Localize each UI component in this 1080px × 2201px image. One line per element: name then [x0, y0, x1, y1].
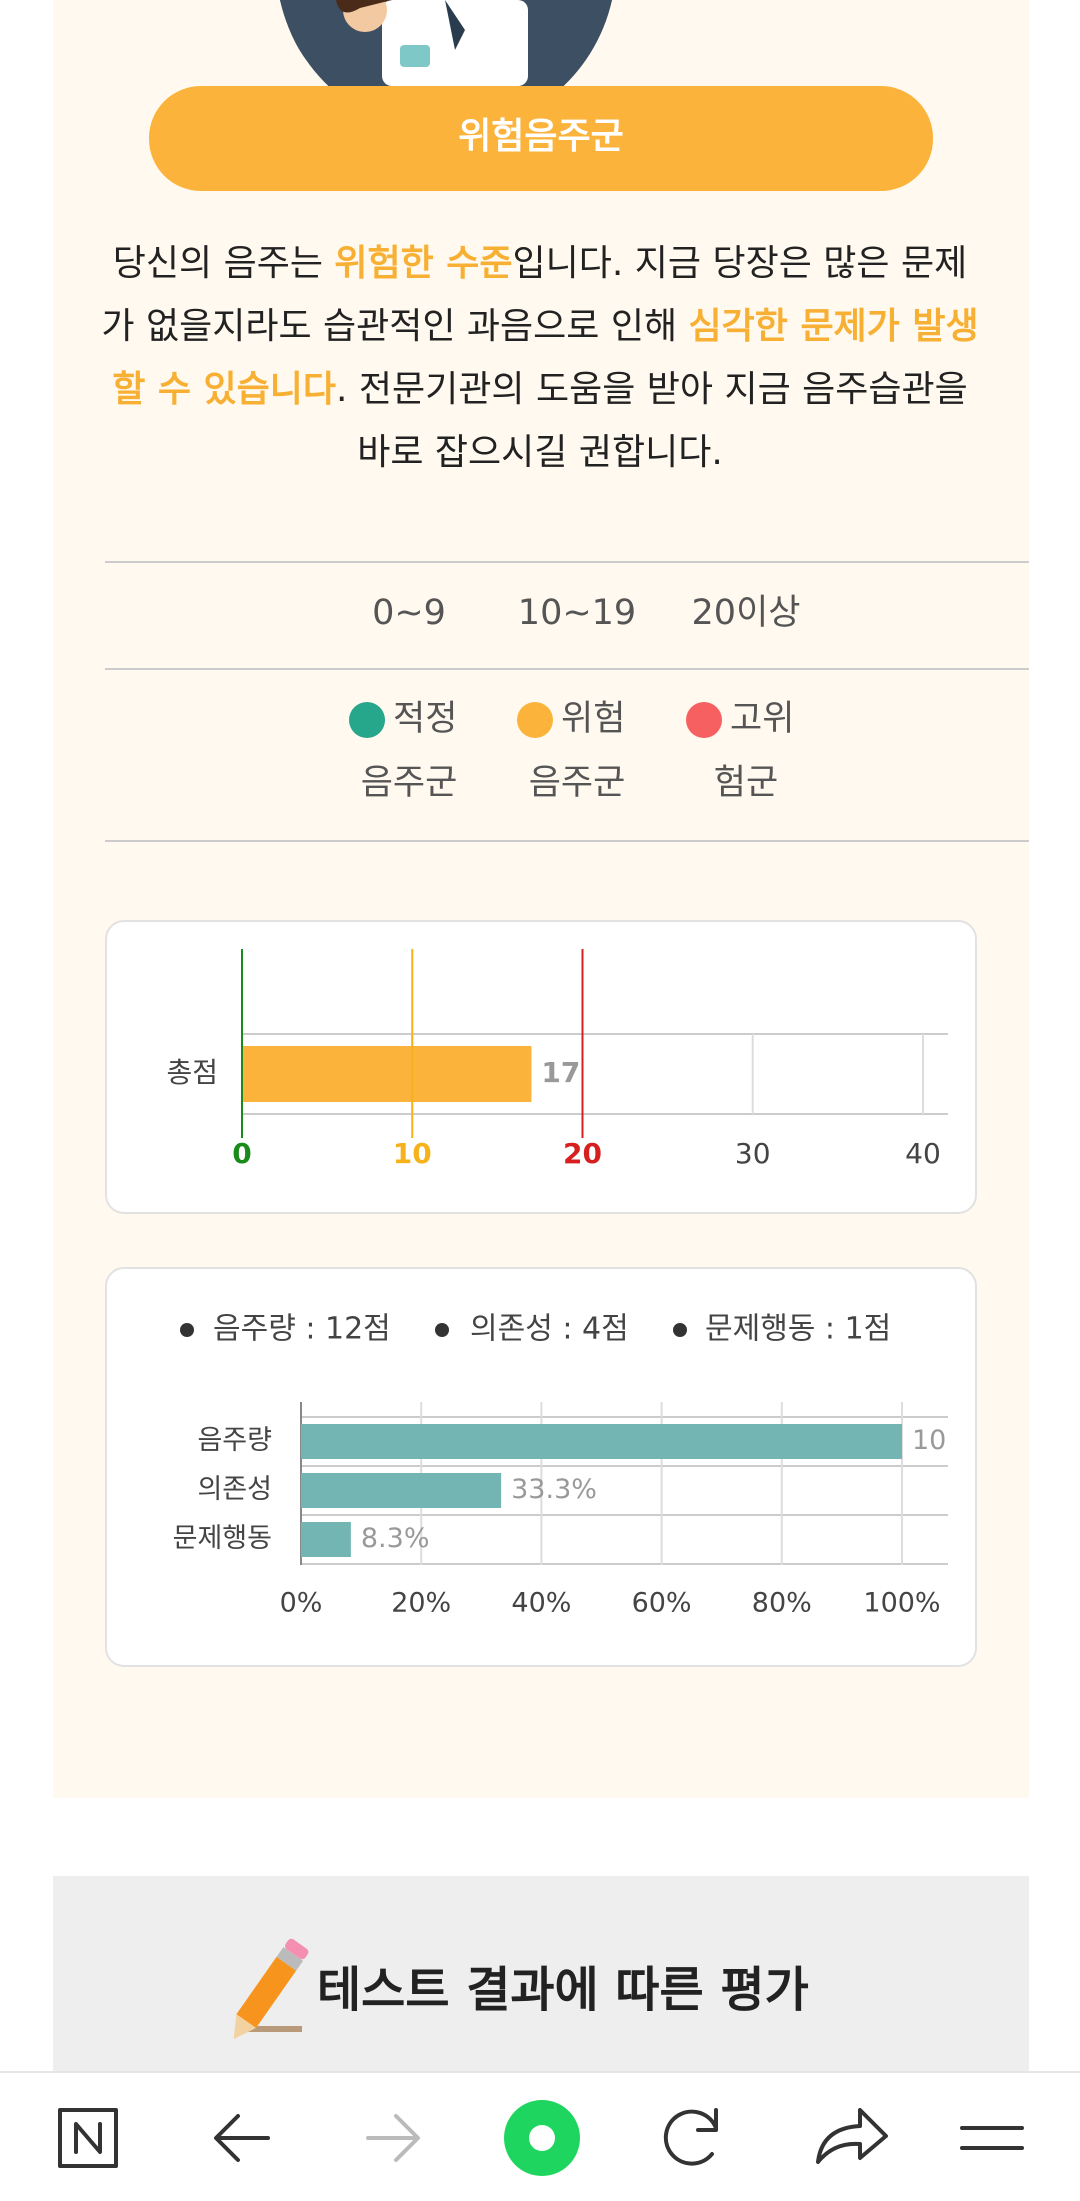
home-button[interactable]	[58, 2108, 118, 2168]
share-button[interactable]	[816, 2108, 888, 2164]
legend-dot	[517, 702, 553, 738]
x-tick-label: 0%	[280, 1588, 323, 1619]
category-label: 총점	[166, 1056, 218, 1089]
description-text: 입니다. 지금 당장은 많은 문제가 없을지라도 습관적인 과음으로 인해	[101, 243, 968, 347]
range-label: 20이상	[692, 593, 801, 633]
section-title: 테스트 결과에 따른 평가	[317, 1962, 809, 2018]
group-label: 적정	[393, 699, 457, 739]
forward-button[interactable]	[366, 2114, 420, 2162]
group-label: 음주군	[529, 763, 626, 803]
range-label: 0~9	[372, 593, 446, 633]
description-text: . 전문기관의 도움을 받아 지금 음주습관을 바로 잡으시길 권합니다.	[336, 369, 968, 473]
bar	[242, 1046, 532, 1102]
legend-dot	[435, 1323, 449, 1337]
x-tick-label: 60%	[632, 1588, 692, 1619]
legend-dot	[673, 1323, 687, 1337]
result-badge	[149, 86, 933, 191]
legend-dot	[349, 702, 385, 738]
group-label: 위험	[561, 699, 625, 739]
pencil-icon	[233, 1938, 309, 2040]
value-label: 100%	[912, 1425, 989, 1456]
category-label: 의존성	[197, 1474, 272, 1505]
bar	[301, 1522, 351, 1557]
badge-text: 위험음주군	[458, 116, 624, 157]
range-label: 10~19	[518, 593, 636, 633]
legend-dot	[686, 702, 722, 738]
legend-dot	[180, 1323, 194, 1337]
x-tick-label: 30	[735, 1137, 771, 1170]
menu-button[interactable]	[960, 2126, 1024, 2150]
back-button[interactable]	[214, 2114, 270, 2162]
threshold-label: 20	[563, 1137, 602, 1170]
value-label: 8.3%	[361, 1523, 430, 1554]
bar	[301, 1424, 902, 1459]
description: 당신의 음주는 위험한 수준입니다. 지금 당장은 많은 문제가 없을지라도 습…	[100, 232, 980, 484]
legend-label: 문제행동 : 1점	[705, 1312, 891, 1347]
x-tick-label: 20%	[391, 1588, 451, 1619]
x-tick-label: 40%	[511, 1588, 571, 1619]
legend-label: 음주량 : 12점	[213, 1312, 391, 1347]
group-label: 험군	[714, 763, 778, 803]
group-label: 고위	[730, 699, 794, 739]
center-button[interactable]	[504, 2100, 580, 2176]
bar	[301, 1473, 502, 1508]
category-label: 문제행동	[173, 1523, 272, 1554]
value-label: 17	[541, 1056, 580, 1089]
threshold-label: 10	[393, 1137, 432, 1170]
x-tick-label: 100%	[863, 1588, 940, 1619]
chart-card	[105, 920, 977, 1214]
highlight-text: 위험한 수준	[334, 243, 513, 284]
reload-button[interactable]	[663, 2108, 718, 2166]
x-tick-label: 80%	[752, 1588, 812, 1619]
threshold-label: 0	[232, 1137, 251, 1170]
category-label: 음주량	[197, 1425, 272, 1456]
group-label: 음주군	[361, 763, 458, 803]
value-label: 33.3%	[511, 1474, 597, 1505]
highlight-text: 심각한 문제가 발생할 수 있습니다	[112, 306, 979, 410]
legend-label: 의존성 : 4점	[470, 1312, 629, 1347]
description-text: 당신의 음주는	[112, 243, 335, 284]
x-tick-label: 40	[905, 1137, 941, 1170]
